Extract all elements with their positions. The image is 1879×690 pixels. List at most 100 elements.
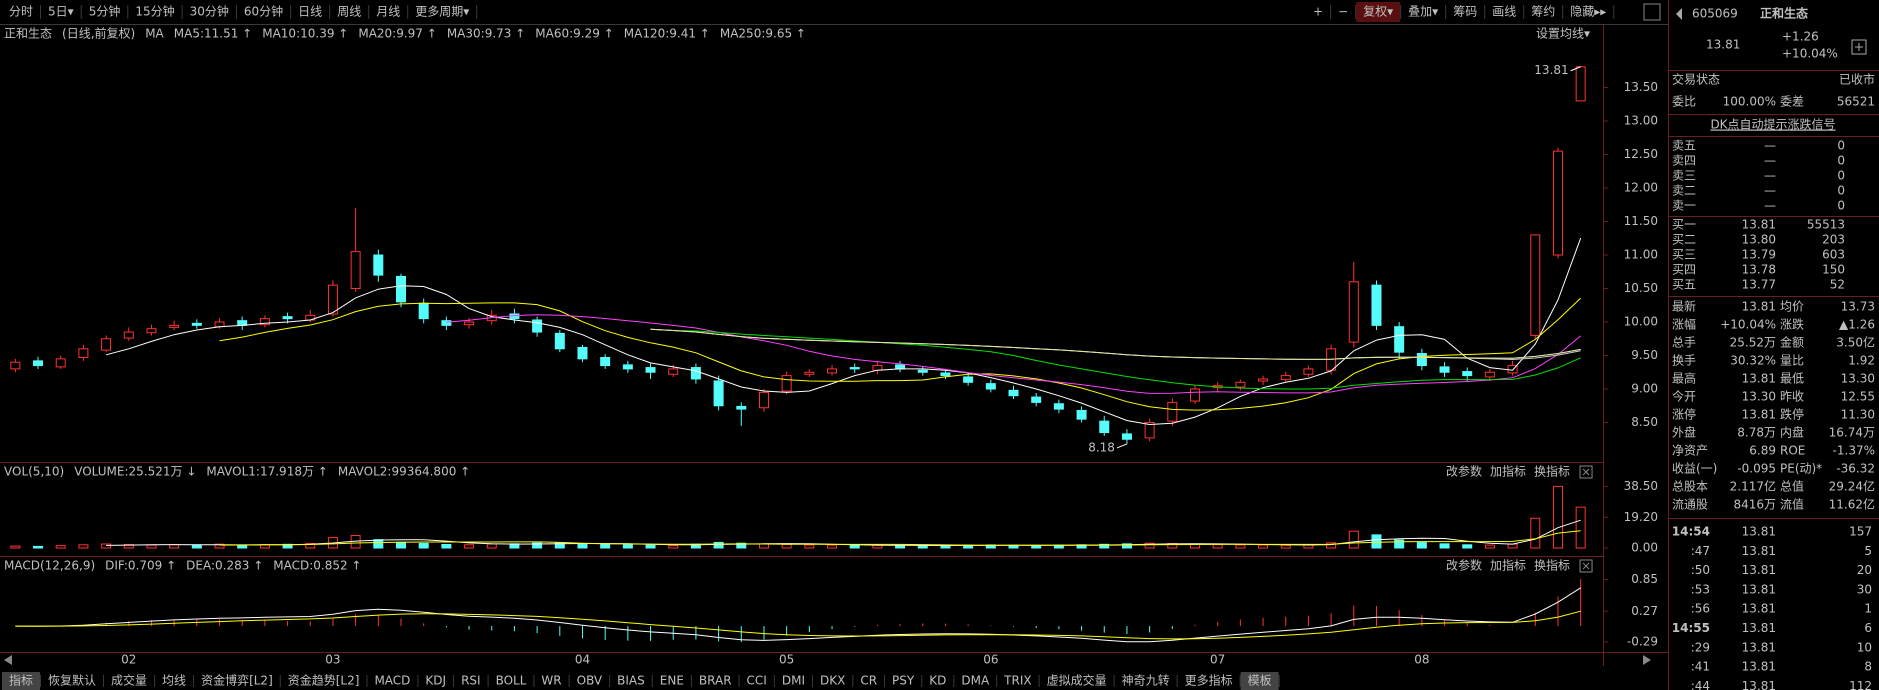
indicator-action[interactable]: 改参数 — [1446, 558, 1482, 573]
legend-item: MA — [145, 27, 164, 41]
tab[interactable]: TRIX — [1003, 674, 1031, 688]
book-label: 买一 — [1672, 218, 1696, 232]
tab[interactable]: CCI — [747, 674, 767, 688]
ratio-label: 委比 — [1672, 95, 1696, 109]
trade-volume: 5 — [1864, 544, 1872, 558]
tab[interactable]: 指标 — [9, 673, 33, 688]
tab[interactable]: 虚拟成交量 — [1047, 673, 1107, 688]
tab[interactable]: KD — [929, 674, 946, 688]
prev-stock[interactable] — [1676, 8, 1682, 20]
indicator-action[interactable]: 换指标 — [1534, 558, 1570, 573]
stat-value: 13.81 — [1742, 372, 1776, 386]
status-value: 已收市 — [1839, 72, 1875, 87]
stat-value: 2.117亿 — [1730, 479, 1776, 494]
tab[interactable]: 隐藏▸▸ — [1570, 5, 1606, 19]
tab[interactable]: 成交量 — [111, 673, 147, 688]
tab[interactable]: 筹码 — [1453, 5, 1477, 19]
scroll-left[interactable] — [4, 655, 12, 665]
annotation-leader — [1116, 443, 1128, 449]
indicator-action[interactable]: 换指标 — [1534, 464, 1570, 479]
tab[interactable]: DMI — [782, 674, 805, 688]
tab[interactable]: OBV — [577, 674, 603, 688]
candle-body — [1439, 366, 1450, 373]
tab[interactable]: WR — [541, 674, 561, 688]
tab[interactable]: + — [1313, 5, 1323, 19]
volume-bar — [1462, 544, 1473, 549]
stat-label: 跌停 — [1780, 407, 1804, 422]
trade-time: :41 — [1691, 660, 1710, 674]
volume-bar — [1258, 544, 1269, 549]
volume-bar — [1348, 530, 1359, 549]
volume-bar — [577, 543, 588, 549]
tab[interactable]: 叠加▾ — [1408, 5, 1438, 19]
tab[interactable]: CR — [860, 674, 877, 688]
tab[interactable]: 筹约 — [1531, 4, 1555, 19]
fullscreen[interactable] — [1643, 3, 1661, 21]
tab[interactable]: 月线 — [376, 5, 400, 19]
volume-bar — [622, 544, 633, 549]
book-price: 13.77 — [1742, 278, 1776, 292]
trade-price: 13.81 — [1742, 582, 1776, 596]
tab[interactable]: DKX — [820, 674, 845, 688]
tab[interactable]: 画线 — [1492, 5, 1516, 19]
y-tick-label: -0.29 — [1627, 634, 1658, 648]
tab[interactable]: 神奇九转 — [1122, 673, 1170, 688]
tab[interactable]: 15分钟 — [135, 4, 174, 19]
tab[interactable]: 日线 — [298, 5, 322, 19]
candle-body — [1416, 352, 1427, 367]
candle-body — [1031, 396, 1042, 403]
close-panel[interactable] — [1579, 465, 1593, 479]
tab[interactable]: 5日▾ — [48, 5, 74, 19]
trade-volume: 112 — [1849, 679, 1872, 690]
tab[interactable]: 更多周期▾ — [415, 5, 469, 19]
y-tick-label: 13.00 — [1624, 114, 1658, 128]
add-watch[interactable] — [1851, 39, 1867, 55]
signal-link[interactable]: DK点自动提示涨跌信号 — [1710, 117, 1835, 132]
book-label: 买二 — [1672, 233, 1696, 247]
tab[interactable]: BOLL — [496, 674, 527, 688]
volume-bar — [1552, 485, 1563, 549]
tab[interactable]: 60分钟 — [244, 4, 283, 19]
tab[interactable]: 周线 — [337, 5, 361, 19]
volume-bar — [849, 544, 860, 549]
close-panel[interactable] — [1579, 559, 1593, 573]
tab[interactable]: 模板 — [1248, 674, 1272, 688]
tab[interactable]: 5分钟 — [89, 4, 121, 19]
tab-bg[interactable] — [2, 672, 41, 690]
trade-price: 13.81 — [1742, 525, 1776, 539]
stat-value: 8416万 — [1733, 498, 1776, 512]
x-tick-label: 08 — [1414, 653, 1429, 667]
tab[interactable]: KDJ — [425, 674, 446, 688]
tab[interactable]: 均线 — [162, 674, 186, 688]
x-tick-label: 02 — [121, 653, 136, 667]
tab[interactable]: ENE — [660, 674, 684, 688]
candle-body — [1484, 371, 1495, 378]
volume-bar — [781, 543, 792, 549]
tab-bg[interactable] — [1356, 2, 1401, 22]
stat-label: 今开 — [1672, 389, 1696, 404]
tab[interactable]: 30分钟 — [190, 4, 229, 19]
indicator-action[interactable]: 加指标 — [1490, 464, 1526, 479]
tab[interactable]: DMA — [961, 674, 990, 688]
y-tick-label: 19.20 — [1624, 510, 1658, 524]
book-label: 买五 — [1672, 278, 1696, 292]
tab[interactable]: MACD — [374, 674, 410, 688]
tab[interactable]: 更多指标 — [1185, 673, 1233, 688]
indicator-action[interactable]: 改参数 — [1446, 464, 1482, 479]
stat-value: ▲1.26 — [1839, 318, 1875, 332]
tab[interactable]: PSY — [892, 674, 915, 688]
tab[interactable]: 分时 — [9, 5, 33, 19]
tab[interactable]: BRAR — [699, 674, 732, 688]
indicator-action[interactable]: 加指标 — [1490, 558, 1526, 573]
scroll-right[interactable] — [1643, 655, 1651, 665]
tab[interactable]: 资金趋势[L2] — [288, 673, 360, 688]
tab[interactable]: 恢复默认 — [48, 673, 96, 688]
tab[interactable]: − — [1338, 5, 1348, 19]
settings-link[interactable]: 设置均线▾ — [1536, 27, 1590, 41]
tab[interactable]: BIAS — [617, 674, 645, 688]
tab[interactable]: 资金博弈[L2] — [201, 673, 273, 688]
tab[interactable]: RSI — [461, 674, 481, 688]
tab[interactable]: 复权▾ — [1363, 5, 1393, 19]
tab-bg[interactable] — [1240, 672, 1279, 690]
